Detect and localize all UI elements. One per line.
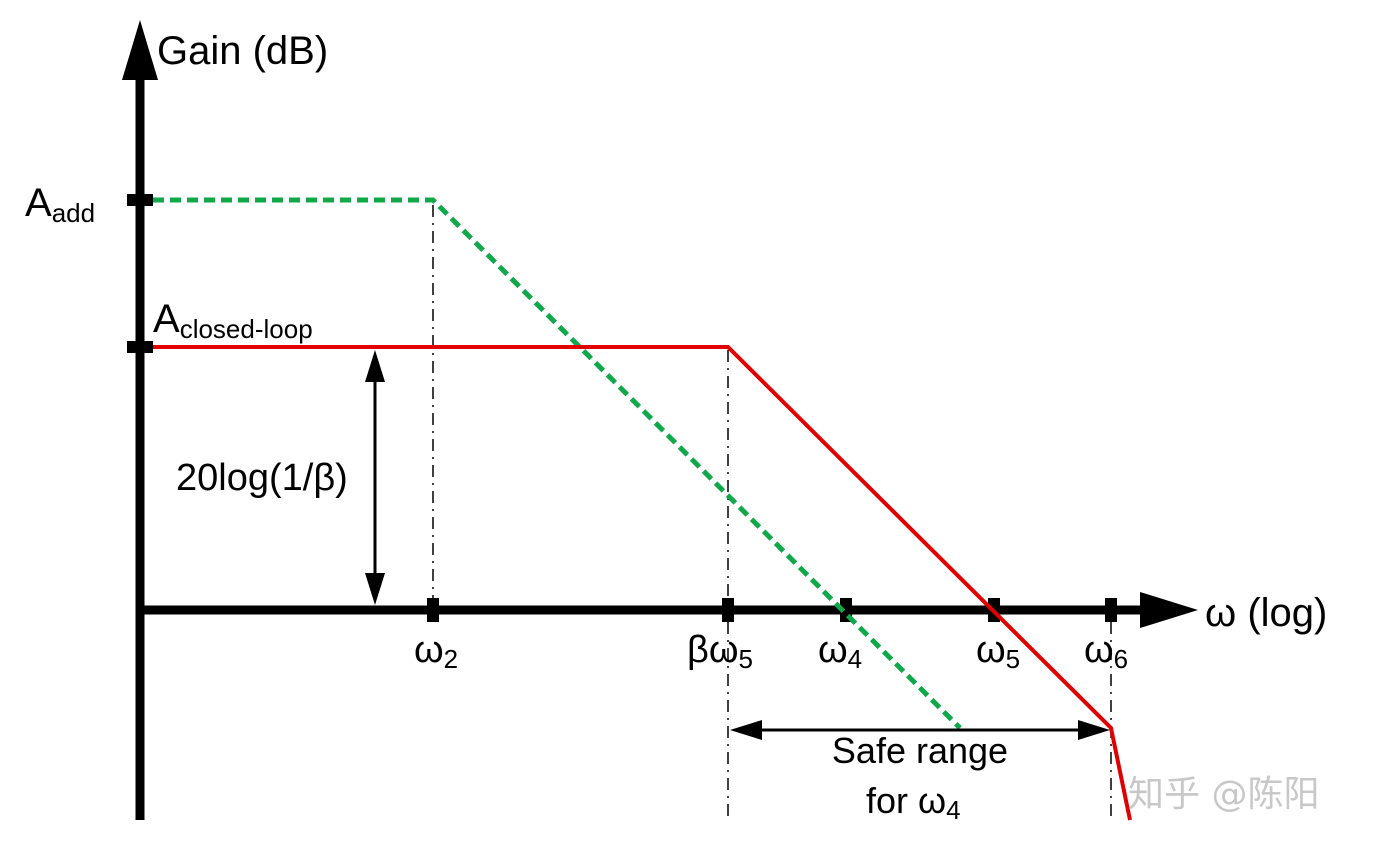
w5-label: ω5	[976, 629, 1020, 674]
watermark: 知乎 @陈阳	[1128, 774, 1319, 815]
x-axis-arrowhead	[1140, 592, 1198, 628]
safe-range-label-line2: for ω4	[866, 780, 961, 825]
y-tick-a-add	[127, 194, 153, 206]
x-tick-beta-w5	[722, 598, 734, 622]
a-closed-loop-label: Aclosed-loop	[153, 297, 313, 344]
x-tick-w6	[1105, 598, 1117, 622]
x-axis-label: ω (log)	[1205, 591, 1327, 635]
additional-gain-curve	[153, 197, 962, 730]
feedback-gap-label: 20log(1/β)	[176, 457, 348, 499]
y-tick-a-closed-loop	[127, 341, 153, 353]
x-tick-w2	[427, 598, 439, 622]
y-axis-arrowhead	[122, 20, 158, 80]
closed-loop-curve	[153, 345, 1132, 821]
w2-label: ω2	[414, 629, 458, 674]
y-axis-label: Gain (dB)	[157, 29, 328, 73]
safe-range-label-line1: Safe range	[832, 730, 1008, 771]
w4-label: ω4	[818, 629, 862, 674]
w6-label: ω6	[1084, 629, 1128, 674]
feedback-gap-arrow-top	[365, 350, 385, 382]
feedback-gap-label-bg	[172, 450, 364, 504]
feedback-gap-arrow-bottom	[365, 573, 385, 605]
safe-range-arrow-right	[1078, 720, 1110, 740]
beta-w5-label: βω5	[687, 629, 753, 674]
a-add-label: Aadd	[25, 181, 95, 228]
safe-range-arrow-left	[730, 720, 762, 740]
